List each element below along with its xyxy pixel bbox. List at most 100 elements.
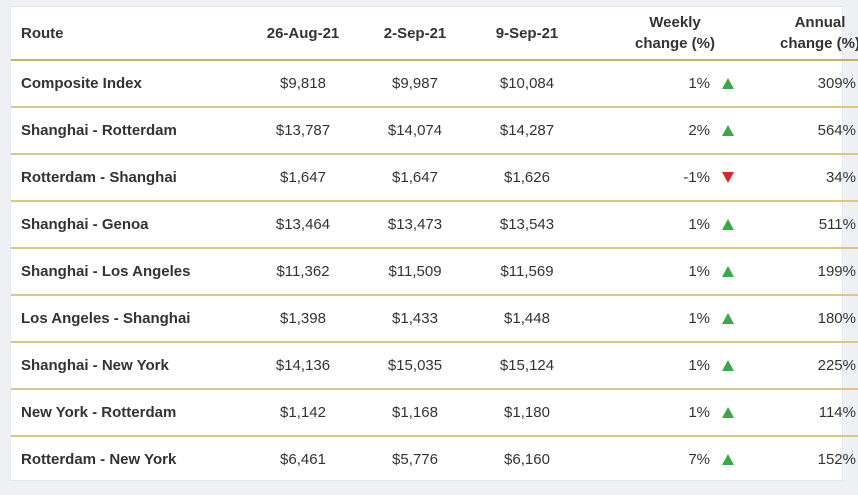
rate-cell-date-2: $1,433: [359, 295, 471, 343]
annual-change-cell: 225%: [737, 342, 858, 390]
weekly-change-cell-content: 1%: [688, 357, 737, 374]
header-date-3: 9-Sep-21: [471, 7, 583, 61]
weekly-change-cell: 1%: [583, 342, 737, 390]
rate-cell-date-3: $10,084: [471, 60, 583, 108]
rate-cell-date-2: $9,987: [359, 60, 471, 108]
annual-change-cell-value: 114%: [818, 404, 856, 421]
table-row: Shanghai - New York $14,136 $15,035 $15,124…: [11, 342, 858, 390]
route-name-cell: Composite Index: [11, 60, 247, 108]
weekly-change-cell-value: 1%: [688, 216, 710, 233]
header-annual-line1: Annual: [794, 14, 846, 31]
header-date-1: 26-Aug-21: [247, 7, 359, 61]
rate-cell-date-1: $13,464: [247, 201, 359, 249]
rate-cell-date-1: $11,362: [247, 248, 359, 296]
header-date-2: 2-Sep-21: [359, 7, 471, 61]
rate-cell-date-2: $5,776: [392, 451, 438, 468]
rate-cell-date-3: $1,626: [471, 154, 583, 202]
weekly-change-cell-value: 1%: [688, 75, 710, 92]
weekly-change-cell-content: 2%: [688, 122, 737, 139]
weekly-change-cell: -1%: [583, 154, 737, 202]
rate-cell-date-2: $11,509: [359, 248, 471, 296]
table-card: Route 26-Aug-21 2-Sep-21 9-Sep-21 Weekly…: [10, 6, 858, 481]
table-row: New York - Rotterdam $1,142 $1,168 $1,180 1%…: [11, 389, 858, 437]
annual-change-cell-value: 225%: [817, 357, 856, 374]
weekly-change-cell-value: 1%: [688, 404, 710, 421]
up-arrow-icon: [722, 313, 734, 324]
annual-change-cell: 180%: [737, 295, 858, 343]
route-name-cell: Shanghai - New York: [11, 342, 247, 390]
weekly-change-cell: 1%: [583, 201, 737, 249]
annual-change-cell-content: 511%: [819, 216, 858, 233]
rate-cell-date-3: $14,287: [471, 107, 583, 155]
route-name-cell: Rotterdam - Shanghai: [11, 154, 247, 202]
header-weekly-change: Weekly change (%): [583, 7, 737, 61]
rate-cell-date-3: $15,124: [471, 342, 583, 390]
weekly-change-cell-content: 1%: [688, 216, 737, 233]
table-row: Rotterdam - New York $6,461 $5,776 $6,160 7%…: [11, 436, 858, 482]
up-arrow-icon: [722, 360, 734, 371]
rate-cell-date-1: $14,136: [247, 342, 359, 390]
route-name-cell: New York - Rotterdam: [11, 389, 247, 437]
route-name-cell: Shanghai - Genoa: [11, 201, 247, 249]
rate-cell-date-2: $1,647: [359, 154, 471, 202]
weekly-change-cell-value: 1%: [688, 310, 710, 327]
up-arrow-icon: [722, 407, 734, 418]
table-row: Shanghai - Genoa $13,464 $13,473 $13,543 1% 5…: [11, 201, 858, 249]
annual-change-cell-content: 180%: [818, 310, 858, 327]
rate-cell-date-2: $15,035: [359, 342, 471, 390]
route-name-cell: Shanghai - Rotterdam: [11, 107, 247, 155]
up-arrow-icon: [722, 125, 734, 136]
weekly-change-cell-content: 1%: [688, 310, 737, 327]
rate-cell-date-2: $1,168: [359, 389, 471, 437]
rate-cell-date-2: $14,074: [359, 107, 471, 155]
table-header-row: Route 26-Aug-21 2-Sep-21 9-Sep-21 Weekly…: [11, 7, 858, 61]
up-arrow-icon: [722, 219, 734, 230]
route-name-cell: Los Angeles - Shanghai: [11, 295, 247, 343]
annual-change-cell-value: 511%: [818, 216, 856, 233]
weekly-change-cell-content: 1%: [688, 75, 737, 92]
rate-cell-date-1: $9,818: [247, 60, 359, 108]
header-route: Route: [11, 7, 247, 61]
header-annual-change: Annual change (%): [737, 7, 858, 61]
annual-change-cell: 511%: [737, 201, 858, 249]
weekly-change-cell-value: -1%: [683, 169, 710, 186]
table-body: Composite Index $9,818 $9,987 $10,084 1% 309%…: [11, 60, 858, 482]
annual-change-cell: 114%: [737, 389, 858, 437]
rate-cell-date-1: $6,461: [280, 451, 326, 468]
annual-change-cell-content: 114%: [819, 404, 858, 421]
route-name-cell: Rotterdam - New York: [21, 451, 177, 468]
annual-change-cell-value: 564%: [817, 122, 856, 139]
annual-change-cell-content: 199%: [818, 263, 858, 280]
weekly-change-cell: 1%: [583, 248, 737, 296]
weekly-change-cell-content: 1%: [688, 263, 737, 280]
header-weekly-line1: Weekly: [649, 14, 701, 31]
annual-change-cell-value: 180%: [817, 310, 856, 327]
annual-change-cell: 34%: [737, 154, 858, 202]
annual-change-cell-content: 564%: [818, 122, 858, 139]
rate-cell-date-3: $11,569: [471, 248, 583, 296]
weekly-change-cell-value: 2%: [688, 122, 710, 139]
annual-change-cell-content: 34%: [826, 169, 858, 186]
weekly-change-cell-content: -1%: [683, 169, 737, 186]
down-arrow-icon: [722, 172, 734, 183]
up-arrow-icon: [722, 266, 734, 277]
rate-cell-date-3: $6,160: [504, 451, 550, 468]
annual-change-cell-content: 309%: [818, 75, 858, 92]
annual-change-cell-value: 152%: [817, 451, 856, 468]
weekly-change-cell-value: 1%: [688, 357, 710, 374]
rate-cell-date-1: $1,142: [247, 389, 359, 437]
table-row: Los Angeles - Shanghai $1,398 $1,433 $1,448…: [11, 295, 858, 343]
table-row: Rotterdam - Shanghai $1,647 $1,647 $1,626 -1…: [11, 154, 858, 202]
weekly-change-cell: 1%: [583, 295, 737, 343]
table-row: Shanghai - Rotterdam $13,787 $14,074 $14,28…: [11, 107, 858, 155]
rate-cell-date-3: $1,448: [471, 295, 583, 343]
weekly-change-cell: 1%: [583, 389, 737, 437]
annual-change-cell-value: 309%: [817, 75, 856, 92]
weekly-change-cell-content: 7%: [688, 451, 737, 468]
table-row: Shanghai - Los Angeles $11,362 $11,509 $11,…: [11, 248, 858, 296]
annual-change-cell: 199%: [737, 248, 858, 296]
route-name-cell: Shanghai - Los Angeles: [11, 248, 247, 296]
weekly-change-cell-content: 1%: [688, 404, 737, 421]
annual-change-cell-value: 34%: [825, 169, 856, 186]
weekly-change-cell-value: 7%: [688, 451, 710, 468]
